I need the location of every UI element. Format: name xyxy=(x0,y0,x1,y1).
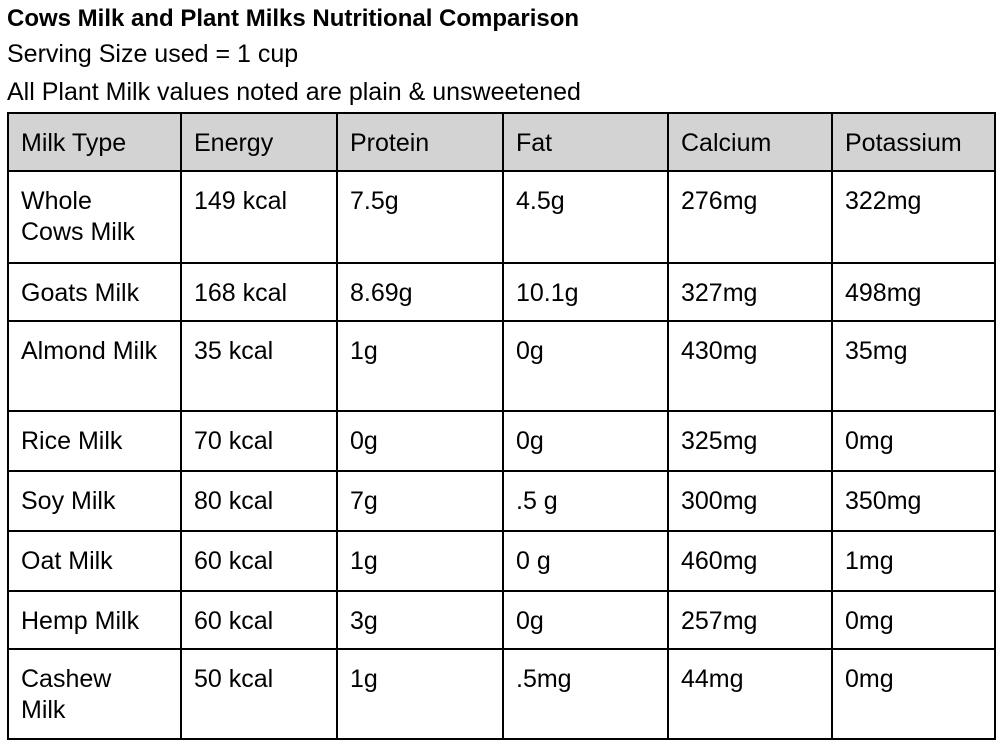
row-label: Cashew Milk xyxy=(7,648,182,740)
table-row: Rice Milk 70 kcal 0g 0g 325mg 0mg xyxy=(7,410,996,472)
table-cell: 0mg xyxy=(831,648,996,740)
table-cell: 1g xyxy=(336,530,504,592)
table-cell: 300mg xyxy=(667,470,833,532)
table-cell: 7.5g xyxy=(336,170,504,264)
row-label: Soy Milk xyxy=(7,470,182,532)
table-cell: 0mg xyxy=(831,590,996,650)
table-cell: 1mg xyxy=(831,530,996,592)
subtitle: All Plant Milk values noted are plain & … xyxy=(7,78,581,106)
column-header: Potassium xyxy=(831,112,996,172)
table-cell: 0g xyxy=(336,410,504,472)
table-cell: 498mg xyxy=(831,262,996,322)
row-label: Goats Milk xyxy=(7,262,182,322)
column-header: Milk Type xyxy=(7,112,182,172)
subtitle: Serving Size used = 1 cup xyxy=(7,40,299,68)
table-body: Whole Cows Milk 149 kcal 7.5g 4.5g 276mg 322m… xyxy=(7,170,996,740)
table-cell: 60 kcal xyxy=(180,530,338,592)
table-cell: 325mg xyxy=(667,410,833,472)
table-cell: 7g xyxy=(336,470,504,532)
table-cell: 60 kcal xyxy=(180,590,338,650)
row-label: Whole Cows Milk xyxy=(7,170,182,264)
table-cell: 0g xyxy=(502,410,669,472)
table-cell: 4.5g xyxy=(502,170,669,264)
table-cell: 8.69g xyxy=(336,262,504,322)
table-row: Oat Milk 60 kcal 1g 0 g 460mg 1mg xyxy=(7,530,996,592)
table-row: Whole Cows Milk 149 kcal 7.5g 4.5g 276mg 322m… xyxy=(7,170,996,264)
table-cell: 70 kcal xyxy=(180,410,338,472)
row-label: Hemp Milk xyxy=(7,590,182,650)
table-cell: 327mg xyxy=(667,262,833,322)
table-row: Hemp Milk 60 kcal 3g 0g 257mg 0mg xyxy=(7,590,996,650)
table-cell: 50 kcal xyxy=(180,648,338,740)
table-cell: 0g xyxy=(502,320,669,412)
table-cell: 3g xyxy=(336,590,504,650)
table-row: Soy Milk 80 kcal 7g .5 g 300mg 350mg xyxy=(7,470,996,532)
table-cell: 35mg xyxy=(831,320,996,412)
table-cell: .5 g xyxy=(502,470,669,532)
table-row: Cashew Milk 50 kcal 1g .5mg 44mg 0mg xyxy=(7,648,996,740)
column-header: Calcium xyxy=(667,112,833,172)
nutrition-table: Milk Type Energy Protein Fat Calcium Potassiu… xyxy=(7,112,996,740)
table-cell: 276mg xyxy=(667,170,833,264)
column-header: Energy xyxy=(180,112,338,172)
table-cell: 0 g xyxy=(502,530,669,592)
table-cell: 149 kcal xyxy=(180,170,338,264)
column-header: Fat xyxy=(502,112,669,172)
title: Cows Milk and Plant Milks Nutritional Co… xyxy=(7,5,580,32)
table-cell: 257mg xyxy=(667,590,833,650)
table-cell: 460mg xyxy=(667,530,833,592)
table-cell: 10.1g xyxy=(502,262,669,322)
table-cell: 350mg xyxy=(831,470,996,532)
table-cell: 0g xyxy=(502,590,669,650)
table-cell: .5mg xyxy=(502,648,669,740)
header-row: Milk Type Energy Protein Fat Calcium Potassiu… xyxy=(7,112,996,172)
table-cell: 322mg xyxy=(831,170,996,264)
column-header: Protein xyxy=(336,112,504,172)
row-label: Oat Milk xyxy=(7,530,182,592)
row-label: Rice Milk xyxy=(7,410,182,472)
table-row: Goats Milk 168 kcal 8.69g 10.1g 327mg 498mg xyxy=(7,262,996,322)
table-cell: 0mg xyxy=(831,410,996,472)
table-cell: 168 kcal xyxy=(180,262,338,322)
table-cell: 35 kcal xyxy=(180,320,338,412)
table-cell: 1g xyxy=(336,320,504,412)
table-cell: 44mg xyxy=(667,648,833,740)
row-label: Almond Milk xyxy=(7,320,182,412)
table-cell: 80 kcal xyxy=(180,470,338,532)
table-row: Almond Milk 35 kcal 1g 0g 430mg 35mg xyxy=(7,320,996,412)
table-cell: 1g xyxy=(336,648,504,740)
table-cell: 430mg xyxy=(667,320,833,412)
